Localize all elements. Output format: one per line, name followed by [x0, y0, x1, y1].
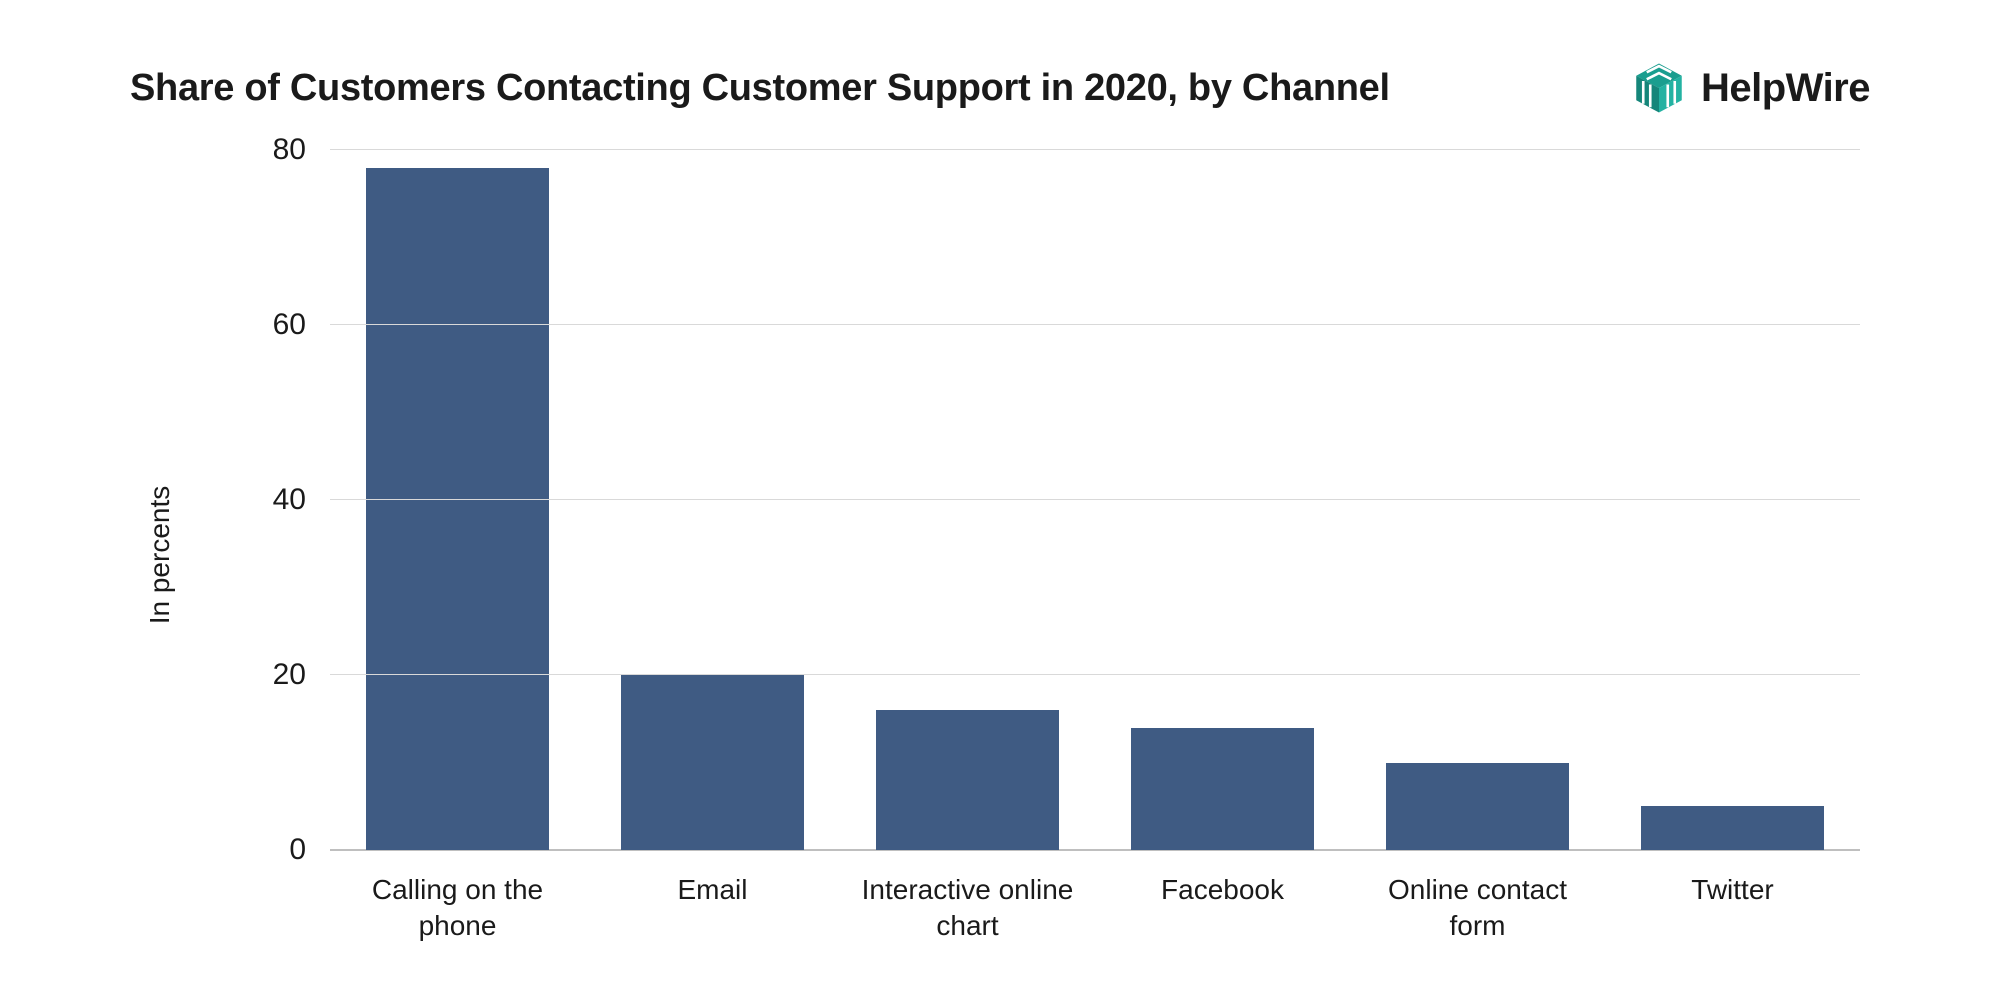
y-tick-label: 80: [273, 133, 330, 167]
bar: [1131, 728, 1315, 851]
chart-title: Share of Customers Contacting Customer S…: [130, 67, 1390, 110]
x-axis-labels: Calling on the phoneEmailInteractive onl…: [330, 860, 1860, 970]
bar-slot: [330, 150, 585, 850]
bar-slot: [1095, 150, 1350, 850]
bars-group: [330, 150, 1860, 850]
chart-container: In percents 020406080 Calling on the pho…: [130, 140, 1870, 970]
plot-area: 020406080: [330, 150, 1860, 850]
bar-slot: [1350, 150, 1605, 850]
bar: [621, 675, 805, 850]
y-tick-label: 20: [273, 658, 330, 692]
grid-line: [330, 149, 1860, 150]
helpwire-logo-icon: [1631, 60, 1687, 116]
x-tick-label: Email: [585, 860, 840, 970]
y-tick-label: 0: [289, 833, 330, 867]
grid-line: [330, 674, 1860, 675]
bar: [1386, 763, 1570, 851]
brand-block: HelpWire: [1631, 60, 1870, 116]
bar: [876, 710, 1060, 850]
grid-line: [330, 499, 1860, 500]
bar: [1641, 806, 1825, 850]
bar-slot: [1605, 150, 1860, 850]
bar-slot: [840, 150, 1095, 850]
x-tick-label: Online contact form: [1350, 860, 1605, 970]
y-tick-label: 40: [273, 483, 330, 517]
x-tick-label: Facebook: [1095, 860, 1350, 970]
x-tick-label: Interactive online chart: [840, 860, 1095, 970]
grid-line: [330, 324, 1860, 325]
x-tick-label: Calling on the phone: [330, 860, 585, 970]
y-axis-label: In percents: [144, 486, 176, 625]
bar-slot: [585, 150, 840, 850]
x-tick-label: Twitter: [1605, 860, 1860, 970]
y-tick-label: 60: [273, 308, 330, 342]
brand-name: HelpWire: [1701, 66, 1870, 111]
bar: [366, 168, 550, 851]
chart-header: Share of Customers Contacting Customer S…: [130, 60, 1870, 116]
